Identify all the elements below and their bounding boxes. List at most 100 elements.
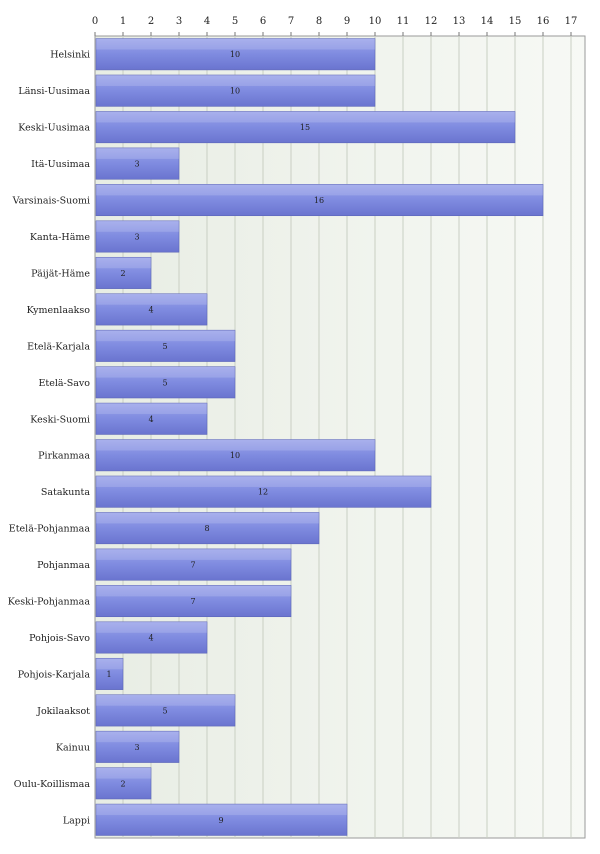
x-tick-label: 8 bbox=[316, 16, 322, 27]
bar bbox=[95, 548, 292, 581]
bar-highlight bbox=[96, 804, 347, 816]
value-label: 1 bbox=[106, 670, 111, 679]
x-tick-label: 17 bbox=[565, 16, 578, 27]
bar-highlight bbox=[96, 585, 291, 597]
value-label: 2 bbox=[120, 779, 125, 788]
bar bbox=[95, 293, 208, 326]
bar bbox=[95, 585, 292, 618]
value-label: 7 bbox=[190, 561, 195, 570]
bar bbox=[95, 439, 376, 472]
category-label: Satakunta bbox=[41, 487, 90, 498]
bar bbox=[95, 803, 348, 836]
bar bbox=[95, 220, 180, 253]
value-label: 5 bbox=[162, 706, 167, 715]
bar bbox=[95, 621, 208, 654]
value-label: 15 bbox=[300, 123, 310, 132]
x-tick-label: 7 bbox=[288, 16, 294, 27]
bar bbox=[95, 38, 376, 71]
bar bbox=[95, 694, 236, 727]
bar bbox=[95, 512, 320, 545]
category-label: Pohjois-Savo bbox=[29, 633, 90, 644]
bar-highlight bbox=[96, 731, 179, 743]
category-label: Länsi-Uusimaa bbox=[18, 86, 90, 97]
category-labels: Helsinki Länsi-Uusimaa Keski-Uusimaa Itä-Uu… bbox=[8, 50, 91, 827]
category-label: Itä-Uusimaa bbox=[31, 159, 90, 170]
value-label: 3 bbox=[134, 160, 139, 169]
value-label: 10 bbox=[230, 451, 240, 460]
category-label: Keski-Uusimaa bbox=[18, 123, 90, 134]
category-label: Jokilaaksot bbox=[36, 706, 90, 717]
bar bbox=[95, 184, 544, 217]
bar bbox=[95, 475, 432, 508]
value-label: 3 bbox=[134, 743, 139, 752]
value-label: 3 bbox=[134, 233, 139, 242]
bar-highlight bbox=[96, 147, 179, 159]
value-label: 4 bbox=[148, 415, 153, 424]
value-label: 16 bbox=[314, 196, 324, 205]
bar bbox=[95, 767, 152, 800]
category-label: Pohjois-Karjala bbox=[18, 669, 91, 680]
x-tick-label: 2 bbox=[148, 16, 154, 27]
bar-highlight bbox=[96, 293, 207, 305]
category-label: Keski-Suomi bbox=[30, 414, 90, 425]
bar bbox=[95, 657, 124, 690]
bar bbox=[95, 147, 180, 180]
x-tick-label: 13 bbox=[453, 16, 466, 27]
category-label: Kainuu bbox=[56, 742, 90, 753]
value-label: 10 bbox=[230, 87, 240, 96]
bar-highlight bbox=[96, 330, 235, 342]
bar-highlight bbox=[96, 38, 375, 50]
bar-highlight bbox=[96, 111, 515, 123]
x-tick-label: 4 bbox=[204, 16, 210, 27]
bar-highlight bbox=[96, 621, 207, 633]
value-label: 5 bbox=[162, 378, 167, 387]
x-tick-label: 3 bbox=[176, 16, 182, 27]
bar-highlight bbox=[96, 694, 235, 706]
category-label: Keski-Pohjanmaa bbox=[8, 597, 91, 608]
bar-highlight bbox=[96, 75, 375, 86]
x-tick-label: 11 bbox=[397, 16, 410, 27]
x-tick-label: 12 bbox=[425, 16, 438, 27]
value-label: 4 bbox=[148, 305, 153, 314]
value-label: 12 bbox=[258, 488, 268, 497]
x-tick-label: 16 bbox=[537, 16, 550, 27]
bar bbox=[95, 74, 376, 107]
bar-highlight bbox=[96, 403, 207, 415]
bar bbox=[95, 329, 236, 362]
value-label: 9 bbox=[218, 816, 223, 825]
bar-highlight bbox=[96, 257, 151, 269]
bar-highlight bbox=[96, 512, 319, 524]
category-label: Kymenlaakso bbox=[27, 305, 91, 316]
x-tick-label: 14 bbox=[481, 16, 494, 27]
category-label: Pohjanmaa bbox=[37, 560, 90, 571]
value-label: 7 bbox=[190, 597, 195, 606]
bar-highlight bbox=[96, 767, 151, 779]
category-label: Helsinki bbox=[50, 50, 90, 61]
x-tick-label: 10 bbox=[369, 16, 382, 27]
bar-highlight bbox=[96, 548, 291, 560]
category-label: Kanta-Häme bbox=[30, 232, 91, 243]
category-label: Etelä-Savo bbox=[38, 378, 90, 389]
x-tick-label: 5 bbox=[232, 16, 238, 27]
value-label: 5 bbox=[162, 342, 167, 351]
value-label: 4 bbox=[148, 634, 153, 643]
value-label: 8 bbox=[204, 524, 209, 533]
x-axis-ticks: 0 1 2 3 4 5 6 7 8 9 10 11 12 13 14 15 16 17 bbox=[92, 16, 578, 36]
x-tick-label: 0 bbox=[92, 16, 98, 27]
x-tick-label: 9 bbox=[344, 16, 350, 27]
bar bbox=[95, 730, 180, 763]
bar-highlight bbox=[96, 184, 543, 196]
x-tick-label: 15 bbox=[509, 16, 522, 27]
bar bbox=[95, 111, 516, 144]
bar-highlight bbox=[96, 366, 235, 378]
category-label: Pirkanmaa bbox=[38, 451, 90, 462]
bar-highlight bbox=[96, 439, 375, 451]
bar-highlight bbox=[96, 476, 431, 487]
category-label: Etelä-Karjala bbox=[27, 341, 90, 352]
value-label: 2 bbox=[120, 269, 125, 278]
value-label: 10 bbox=[230, 50, 240, 59]
x-tick-label: 6 bbox=[260, 16, 266, 27]
bar bbox=[95, 366, 236, 399]
